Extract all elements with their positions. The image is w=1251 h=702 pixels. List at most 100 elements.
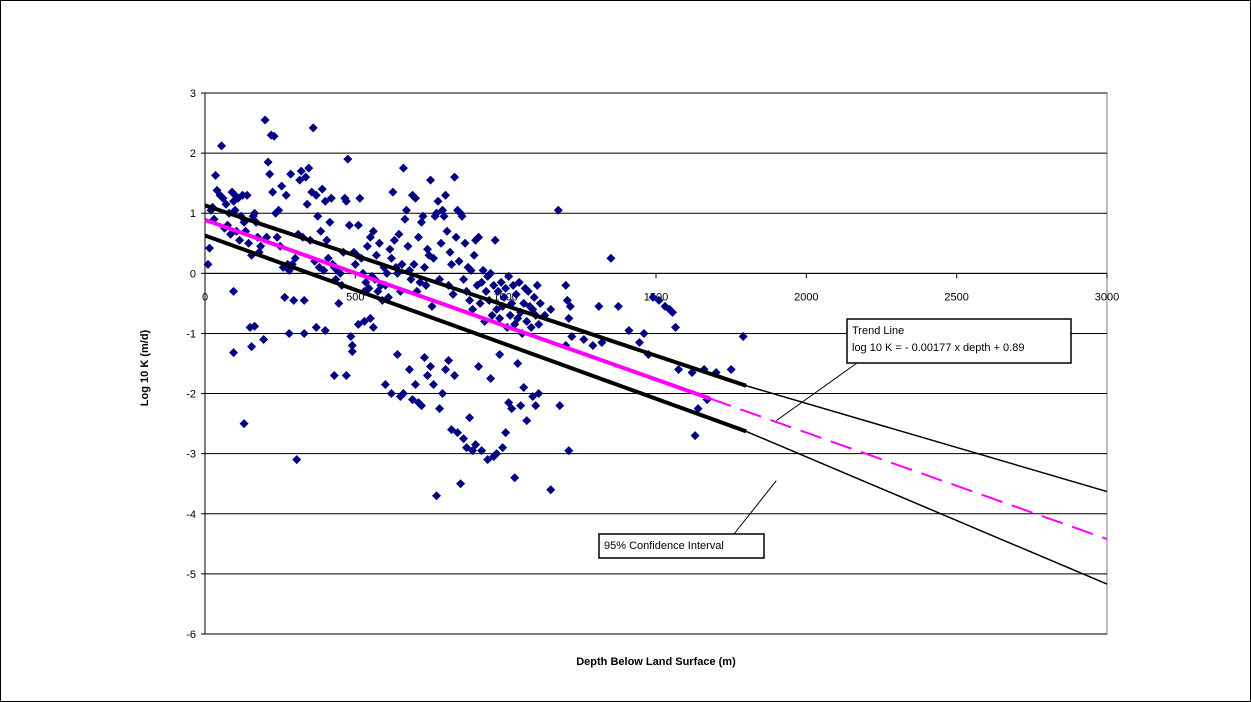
data-point [487,310,497,320]
data-point [579,334,589,344]
data-point [304,163,314,173]
data-point [371,250,381,260]
data-point [386,389,396,399]
trend-line [204,217,711,401]
data-point [693,404,703,414]
data-point [690,431,700,441]
data-point [441,190,451,200]
y-tick-label: -6 [186,629,196,641]
data-point [513,359,523,368]
data-point [353,319,363,329]
trend-line-label-text: log 10 K = - 0.00177 x depth + 0.89 [852,342,1024,354]
data-point [280,292,290,302]
data-point [404,365,414,375]
x-tick-label: 2500 [944,291,968,303]
data-point [406,274,416,284]
confidence-lower-extension [745,430,1108,585]
data-point [229,286,239,296]
data-point [546,485,556,495]
data-point [355,193,365,203]
data-point [368,322,378,332]
data-point [416,401,426,411]
data-point [535,298,545,308]
data-point [373,286,383,296]
y-tick-label: 0 [190,268,196,280]
data-point [259,334,269,344]
data-point [528,304,538,314]
data-point [346,331,356,341]
data-point [389,235,399,245]
data-point [738,331,748,341]
data-point [460,238,470,248]
data-point [316,226,326,236]
y-tick-label: 1 [190,208,196,220]
data-point [561,280,571,290]
data-point [495,313,505,323]
confidence-interval-label: 95% Confidence Interval [598,480,777,559]
data-point [438,205,448,215]
data-point [465,295,475,305]
data-point [474,362,484,372]
data-point [553,205,563,215]
data-point [401,205,411,215]
data-point [400,214,410,224]
data-point [422,371,432,381]
data-point [265,169,275,179]
data-point [269,131,279,141]
data-point [385,244,395,254]
data-point [413,232,423,242]
confidence-upper-line [204,203,747,388]
data-point [534,389,544,399]
data-point [247,342,257,352]
data-point [555,401,565,411]
data-point [531,401,541,411]
data-point [450,172,460,182]
data-point [334,298,344,308]
data-point [513,313,523,323]
trend-line-extrapolated [709,397,1108,540]
data-point [335,268,345,278]
data-point [613,301,623,311]
data-point [481,286,491,296]
data-point [286,169,296,179]
data-point [235,235,245,245]
data-point [250,321,260,331]
data-point [507,404,517,414]
data-point [272,232,282,242]
data-point [496,277,506,287]
data-point [501,283,511,293]
data-point [510,473,520,483]
data-point [419,352,429,362]
data-point [567,331,577,341]
data-point [534,319,544,329]
data-point [419,262,429,272]
data-point [465,413,475,423]
data-point [511,289,521,299]
data-point [221,199,231,209]
data-point [429,253,439,263]
data-point [489,280,499,290]
data-point [341,371,351,381]
data-point [284,328,294,338]
data-point [456,479,466,489]
data-point [211,170,221,180]
data-point [438,389,448,399]
y-tick-label: 3 [190,88,196,100]
y-tick-label: -1 [186,328,196,340]
data-point [326,193,336,203]
data-point [435,404,445,414]
data-point [429,380,439,390]
data-point [432,491,442,501]
data-point [361,277,371,287]
data-point [299,328,309,338]
data-point [409,259,419,269]
data-point [519,383,529,393]
data-point [523,286,533,296]
data-point [365,313,375,323]
data-point [415,277,425,287]
data-point [522,416,532,426]
annotations: Trend Line log 10 K = - 0.00177 x depth +… [598,318,1072,559]
data-point [242,190,252,200]
